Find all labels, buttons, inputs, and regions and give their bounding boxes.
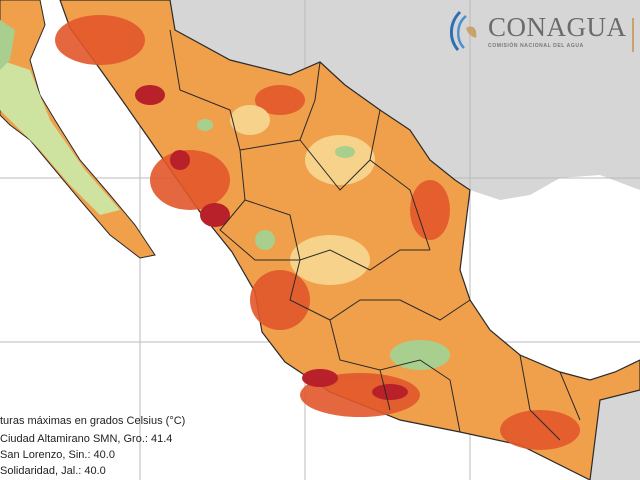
conagua-logo: CONAGUA COMISIÓN NACIONAL DEL AGUA <box>446 8 640 54</box>
usa-land <box>170 0 640 200</box>
legend-station: Ciudad Altamirano SMN, Gro.: 41.4 <box>0 433 173 445</box>
legend-station: Solidaridad, Jal.: 40.0 <box>0 465 106 477</box>
conagua-emblem-icon <box>450 10 477 51</box>
logo-subtitle: COMISIÓN NACIONAL DEL AGUA <box>488 43 584 49</box>
legend-title: turas máximas en grados Celsius (°C) <box>0 415 186 427</box>
logo-divider <box>632 18 634 52</box>
baja-cool-zone <box>0 60 120 215</box>
baja-green <box>0 20 15 70</box>
map-legend: turas máximas en grados Celsius (°C) Ciu… <box>0 413 185 479</box>
state-borders <box>169 29 581 441</box>
cool-zones <box>197 119 450 370</box>
central-america-land <box>590 390 640 480</box>
legend-station: San Lorenzo, Sin.: 40.0 <box>0 449 115 461</box>
logo-name: CONAGUA <box>488 12 627 42</box>
very-hot-zones <box>135 85 408 400</box>
